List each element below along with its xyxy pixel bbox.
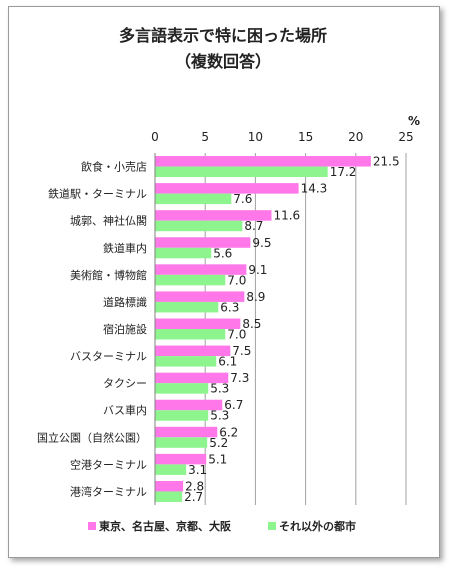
legend-swatch [268,522,276,530]
data-label: 3.1 [188,463,207,477]
category-label: 港湾ターミナル [70,484,147,498]
tick-label: 5 [201,130,209,144]
data-label: 7.5 [232,344,251,358]
bar-major-cities [155,345,231,357]
data-label: 5.6 [213,246,232,260]
data-label: 6.3 [220,300,239,314]
data-label: 6.1 [218,355,237,369]
tick-label: 20 [348,130,363,144]
data-label: 11.6 [273,209,300,223]
category-label: 鉄道駅・ターミナル [48,187,147,201]
data-label: 2.7 [184,490,203,504]
bar-other-cities [155,301,219,313]
legend-label: それ以外の都市 [279,519,356,533]
category-label: タクシー [103,377,147,390]
bar-major-cities [155,264,247,275]
legend-swatch [88,522,96,530]
bar-other-cities [155,166,328,178]
bar-major-cities [155,426,218,438]
bar-other-cities [155,247,212,259]
category-label: 美術館・博物館 [70,268,147,282]
bar-major-cities [155,453,207,465]
data-label: 14.3 [301,182,328,196]
data-label: 5.3 [210,382,229,396]
data-label: 21.5 [373,155,400,169]
category-label: 城郭、神社仏閣 [70,214,147,228]
chart-title: 多言語表示で特に困った場所 [118,26,327,45]
bar-major-cities [155,480,184,492]
data-label: 7.0 [227,273,246,287]
bar-other-cities [155,410,209,421]
unit-label: % [408,114,420,128]
data-label: 8.9 [246,290,265,304]
bar-major-cities [155,399,223,411]
bar-major-cities [155,183,299,194]
data-label: 2.8 [185,479,204,493]
data-label: 6.7 [224,398,243,412]
data-label: 5.3 [210,409,229,423]
data-label: 6.2 [219,425,238,439]
data-label: 9.1 [248,263,267,277]
category-label: 道路標識 [103,295,147,309]
data-label: 17.2 [330,165,357,179]
category-label: バスターミナル [70,350,147,363]
data-label: 8.5 [242,317,261,331]
bar-major-cities [155,237,251,248]
bar-major-cities [155,291,245,302]
bar-other-cities [155,464,187,475]
data-label: 7.0 [227,328,246,342]
chart-subtitle: （複数回答） [174,52,271,71]
tick-label: 0 [151,130,159,144]
data-label: 5.2 [209,436,228,450]
category-label: バス車内 [103,403,147,417]
bar-major-cities [155,156,371,167]
bar-other-cities [155,491,183,502]
legend-label: 東京、名古屋、京都、大阪 [99,519,232,533]
bar-major-cities [155,318,241,329]
tick-label: 10 [248,130,263,144]
bar-other-cities [155,356,217,367]
bar-other-cities [155,193,232,205]
bar-major-cities [155,210,272,221]
bar-other-cities [155,329,226,340]
data-label: 9.5 [252,236,271,250]
bar-other-cities [155,383,209,394]
tick-label: 15 [298,130,313,144]
category-label: 宿泊施設 [103,322,147,336]
category-label: 空港ターミナル [70,457,147,471]
data-label: 8.7 [244,219,263,233]
bar-major-cities [155,372,229,384]
data-label: 7.6 [233,192,252,206]
data-label: 5.1 [208,452,227,466]
category-label: 国立公園（自然公園） [37,430,147,444]
category-label: 鉄道車内 [103,241,147,255]
bar-other-cities [155,437,208,448]
bar-other-cities [155,274,226,286]
category-label: 飲食・小売店 [81,160,147,174]
tick-label: 25 [398,130,413,144]
data-label: 7.3 [230,371,249,385]
bar-other-cities [155,220,243,232]
